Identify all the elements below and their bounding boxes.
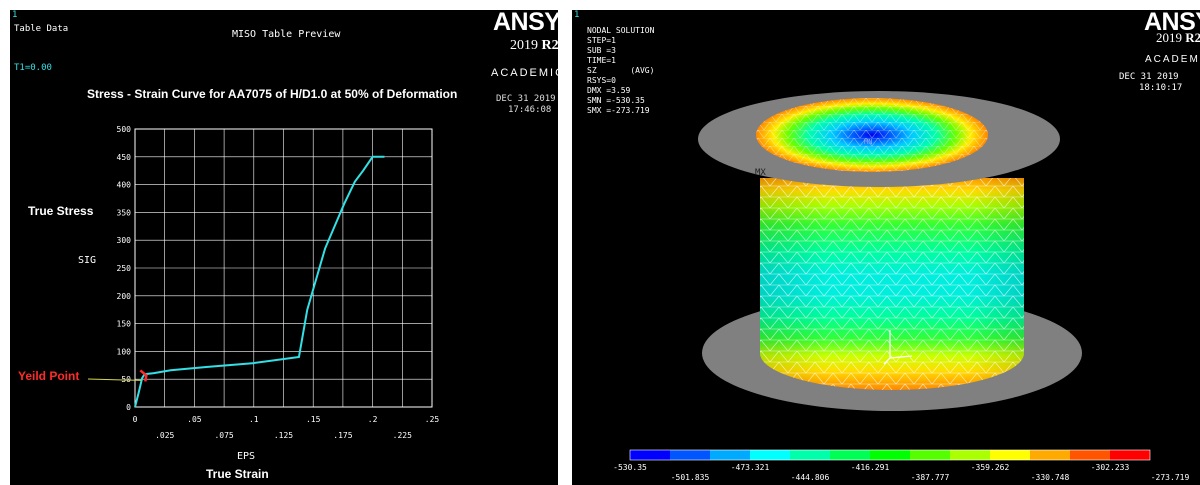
y-tick-label: 450 xyxy=(117,153,132,162)
yield-point-marker xyxy=(139,369,148,382)
time-stamp: 17:46:08 xyxy=(508,105,552,115)
legend-frame xyxy=(629,449,1151,461)
x-axis-outer-label: True Strain xyxy=(206,467,269,481)
y-axis-label: SIG xyxy=(78,255,97,266)
x-tick-label: .25 xyxy=(425,415,440,424)
solution-info-line: TIME=1 xyxy=(587,56,616,65)
legend-value-label: -302.233 xyxy=(1091,463,1130,472)
solution-info-line: SZ (AVG) xyxy=(587,66,655,75)
max-marker: MX xyxy=(755,168,766,178)
stress-strain-curve xyxy=(134,155,385,408)
solution-info-line: DMX =3.59 xyxy=(587,86,631,95)
legend-color-swatch xyxy=(870,450,910,460)
x-tick-label: 0 xyxy=(133,415,138,424)
legend-value-label: -444.806 xyxy=(791,473,830,482)
legend-value-label: -473.321 xyxy=(731,463,770,472)
min-marker: MN xyxy=(864,138,873,146)
x-tick-label: .05 xyxy=(187,415,202,424)
legend-color-swatch xyxy=(630,450,670,460)
solution-info-line: SMN =-530.35 xyxy=(587,96,645,105)
color-legend: -530.35 -473.321 -416.291 -359.262 -302.233 -… xyxy=(613,449,1190,482)
legend-color-swatch xyxy=(1110,450,1150,460)
y-tick-label: 150 xyxy=(117,320,132,329)
legend-value-label: -416.291 xyxy=(851,463,890,472)
legend-color-swatch xyxy=(990,450,1030,460)
legend-color-swatch xyxy=(750,450,790,460)
y-tick-label: 400 xyxy=(117,181,132,190)
x-tick-label: .125 xyxy=(274,431,293,440)
solution-info: NODAL SOLUTION STEP=1 SUB =3 TIME=1 SZ (AVG)… xyxy=(587,26,654,116)
window-number: 1 xyxy=(12,10,18,20)
coordinate-triad-icon xyxy=(883,330,913,365)
date-stamp: DEC 31 2019 xyxy=(496,94,556,104)
ansys-logo: ANSYS xyxy=(1144,10,1200,36)
ansys-version: 2019 R2 xyxy=(1156,30,1200,45)
y-tick-label: 350 xyxy=(117,208,132,217)
yield-point-label: Yeild Point xyxy=(18,369,80,383)
temperature-label: T1=0.00 xyxy=(14,63,52,73)
ansys-logo: ANSYS xyxy=(493,10,558,36)
y-tick-label: 500 xyxy=(117,125,132,134)
legend-value-label: -359.262 xyxy=(971,463,1010,472)
legend-color-swatch xyxy=(950,450,990,460)
academic-label: ACADEMIC xyxy=(491,67,558,79)
y-tick-label: 0 xyxy=(126,403,131,412)
x-tick-label: .075 xyxy=(214,431,233,440)
y-tick-label: 200 xyxy=(117,292,132,301)
legend-color-swatch xyxy=(910,450,950,460)
legend-color-swatch xyxy=(670,450,710,460)
solution-info-line: SMX =-273.719 xyxy=(587,106,650,115)
solution-info-line: RSYS=0 xyxy=(587,76,616,85)
contour-model-view: -530.35 -473.321 -416.291 -359.262 -302.233 -… xyxy=(613,91,1190,482)
x-tick-label: .1 xyxy=(249,415,259,424)
x-tick-label: .175 xyxy=(333,431,352,440)
ansys-version: 2019 R2 xyxy=(510,38,558,53)
x-tick-label: .15 xyxy=(306,415,321,424)
table-data-label: Table Data xyxy=(14,24,69,34)
legend-value-label: -273.719 xyxy=(1151,473,1190,482)
legend-color-swatch xyxy=(1070,450,1110,460)
plot-frame xyxy=(134,128,433,408)
y-axis-outer-label: True Stress xyxy=(28,204,94,218)
legend-color-swatch xyxy=(830,450,870,460)
miso-table-preview-panel: 1 Table Data MISO Table Preview T1=0.00 … xyxy=(10,10,558,485)
solution-info-line: STEP=1 xyxy=(587,36,616,45)
legend-value-label: -330.748 xyxy=(1031,473,1070,482)
y-tick-label: 250 xyxy=(117,264,132,273)
preview-title: MISO Table Preview xyxy=(232,29,341,40)
stress-strain-chart: 0501001502002503003504004505000.05.1.15.… xyxy=(87,125,440,440)
date-stamp: DEC 31 2019 xyxy=(1119,72,1179,82)
yield-leader-line xyxy=(87,378,142,381)
x-tick-label: .2 xyxy=(368,415,378,424)
time-stamp: 18:10:17 xyxy=(1139,83,1183,93)
solution-info-line: SUB =3 xyxy=(587,46,616,55)
legend-color-swatch xyxy=(790,450,830,460)
x-tick-label: .025 xyxy=(155,431,174,440)
x-tick-label: .225 xyxy=(393,431,412,440)
legend-value-label: -501.835 xyxy=(671,473,710,482)
legend-color-swatch xyxy=(1030,450,1070,460)
legend-value-label: -387.777 xyxy=(911,473,950,482)
chart-title: Stress - Strain Curve for AA7075 of H/D1… xyxy=(87,87,458,101)
legend-value-label: -530.35 xyxy=(613,463,647,472)
nodal-solution-panel: 1 NODAL SOLUTION STEP=1 SUB =3 TIME=1 SZ (AV… xyxy=(572,10,1200,485)
window-number: 1 xyxy=(574,10,580,20)
academic-label: ACADEMIC xyxy=(1145,54,1200,65)
solution-info-line: NODAL SOLUTION xyxy=(587,26,655,35)
y-tick-label: 300 xyxy=(117,236,132,245)
y-tick-label: 100 xyxy=(117,347,132,356)
x-axis-label: EPS xyxy=(237,451,256,462)
legend-color-swatch xyxy=(710,450,750,460)
